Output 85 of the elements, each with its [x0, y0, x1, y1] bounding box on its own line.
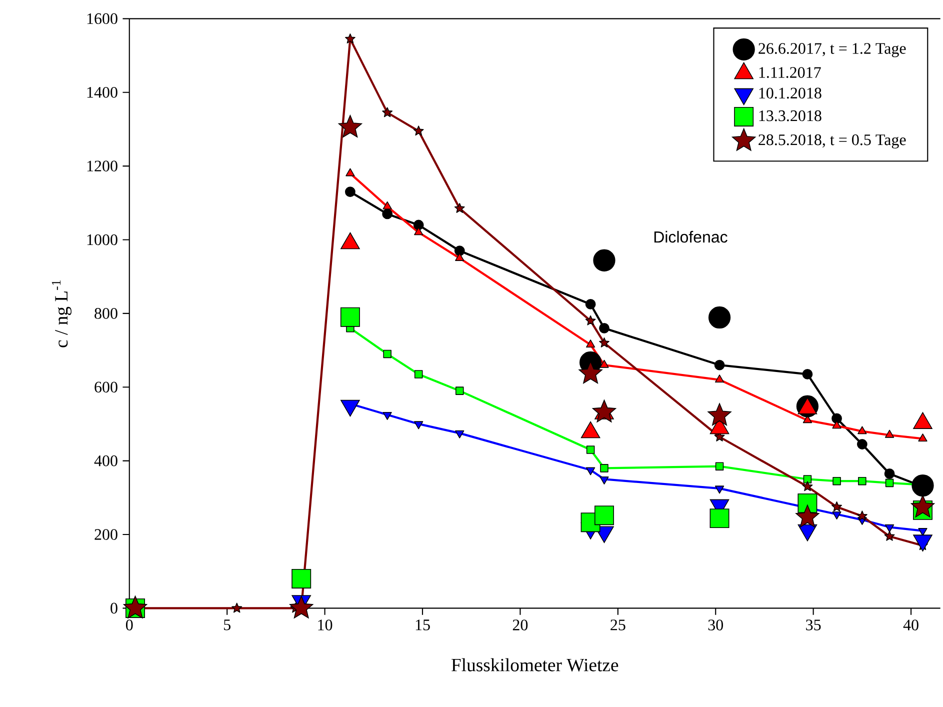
- legend-label: 1.11.2017: [759, 67, 821, 78]
- point: [454, 203, 465, 213]
- point: [600, 464, 608, 472]
- point: [344, 186, 356, 198]
- point: [382, 208, 393, 220]
- point: [382, 201, 392, 210]
- point: [454, 246, 465, 256]
- point: [710, 508, 730, 528]
- point: [599, 337, 610, 348]
- annotation: Diclofenac: [654, 230, 728, 243]
- x-tick-label: 10: [318, 620, 332, 630]
- point: [600, 360, 609, 368]
- point: [796, 504, 820, 528]
- x-axis-title: Flusskilometer Wietze: [452, 658, 618, 672]
- x-tick-label: 5: [224, 620, 230, 630]
- y-tick-label: 200: [94, 529, 118, 540]
- point: [856, 439, 868, 450]
- point: [586, 467, 596, 476]
- x-tick-label: 0: [126, 620, 133, 630]
- x-tick-label: 25: [610, 620, 626, 630]
- point: [346, 168, 355, 176]
- point: [858, 477, 866, 486]
- point: [413, 220, 424, 230]
- point: [455, 430, 464, 438]
- point: [413, 126, 424, 136]
- y-tick-label: 800: [94, 308, 118, 319]
- point: [340, 307, 360, 327]
- x-tick-label: 35: [806, 620, 821, 630]
- point: [455, 386, 464, 395]
- point: [715, 462, 724, 471]
- point: [414, 227, 424, 236]
- point: [232, 602, 242, 613]
- point: [383, 350, 392, 358]
- point: [802, 369, 813, 380]
- point: [856, 510, 868, 521]
- legend-label: 13.3.2018: [759, 110, 822, 122]
- point: [292, 569, 312, 589]
- point: [714, 374, 724, 383]
- point: [884, 468, 895, 479]
- point: [832, 413, 842, 424]
- point: [708, 403, 732, 426]
- point: [290, 596, 314, 618]
- point: [585, 315, 596, 326]
- point: [382, 107, 393, 118]
- point: [586, 340, 596, 348]
- point: [832, 501, 842, 512]
- y-tick-label: 1400: [87, 87, 118, 98]
- x-tick-label: 20: [512, 620, 528, 630]
- point: [884, 524, 894, 532]
- point: [832, 420, 842, 429]
- y-tick-label: 0: [110, 602, 118, 614]
- legend-label: 26.6.2017, t = 1.2 Tage: [758, 43, 906, 58]
- y-tick-label: 1200: [87, 160, 118, 172]
- y-axis-title: c / ng L$^{-1}$: [52, 280, 72, 348]
- point: [708, 306, 731, 329]
- point: [586, 446, 595, 454]
- y-tick-label: 600: [94, 382, 118, 393]
- legend-label: 28.5.2018, t = 0.5 Tage: [758, 134, 906, 149]
- y-tick-label: 1600: [87, 13, 118, 24]
- point: [803, 475, 812, 484]
- point: [338, 115, 362, 138]
- point: [884, 430, 894, 438]
- point: [858, 426, 867, 434]
- point: [885, 478, 894, 488]
- point: [344, 34, 356, 44]
- point: [585, 299, 596, 310]
- point: [714, 360, 725, 370]
- point: [832, 512, 842, 520]
- point: [918, 434, 928, 442]
- point: [600, 476, 609, 484]
- legend-label: 10.1.2018: [759, 88, 822, 99]
- x-tick-label: 40: [903, 620, 918, 630]
- point: [599, 323, 610, 334]
- x-tick-label: 15: [416, 620, 430, 630]
- point: [594, 506, 614, 526]
- y-tick-label: 1000: [87, 234, 118, 246]
- point: [832, 477, 841, 486]
- point: [798, 494, 818, 513]
- point: [884, 530, 895, 541]
- point: [414, 370, 423, 378]
- x-tick-label: 30: [708, 620, 723, 630]
- y-tick-label: 400: [94, 455, 118, 466]
- point: [593, 249, 616, 272]
- point: [578, 361, 602, 384]
- point: [802, 481, 813, 492]
